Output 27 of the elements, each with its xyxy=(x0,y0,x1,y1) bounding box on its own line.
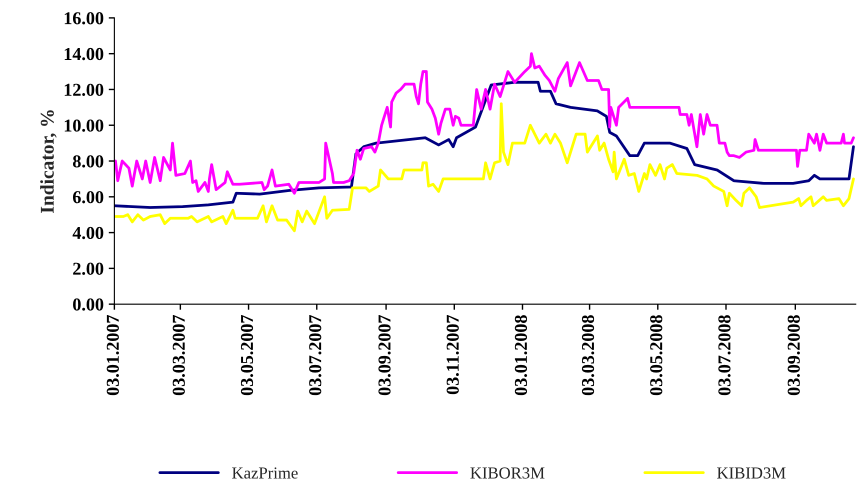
legend-label: KIBOR3M xyxy=(470,467,544,479)
y-tick-label: 8.00 xyxy=(72,155,104,168)
line-series xyxy=(114,80,855,209)
y-tick-label: 10.00 xyxy=(64,120,104,132)
y-tick-label: 0.00 xyxy=(73,298,104,311)
x-tick-label: 03.03.2007 xyxy=(172,315,185,396)
line-series xyxy=(114,52,855,195)
y-tick-label: 12.00 xyxy=(64,84,104,96)
x-tick-label: 03.07.2008 xyxy=(718,315,731,396)
x-tick-label: 03.09.2008 xyxy=(788,315,800,396)
x-tick-label: 03.03.2008 xyxy=(582,315,594,396)
x-tick-label: 03.05.2008 xyxy=(650,315,662,396)
y-tick-label: 6.00 xyxy=(72,191,104,204)
x-tick-label: 03.07.2007 xyxy=(309,315,322,396)
y-axis-title: Indicator, % xyxy=(40,110,57,213)
y-tick-label: 4.00 xyxy=(72,226,104,240)
x-tick-label: 03.09.2007 xyxy=(378,315,391,396)
y-tick-label: 2.00 xyxy=(73,262,104,275)
line-series xyxy=(114,102,855,232)
legend-label: KazPrime xyxy=(232,467,298,479)
x-tick-label: 03.01.2008 xyxy=(514,315,528,396)
legend-label: KIBID3M xyxy=(717,467,786,479)
y-tick-label: 16.00 xyxy=(64,12,104,24)
x-tick-label: 03.11.2007 xyxy=(446,315,459,394)
x-tick-label: 03.05.2007 xyxy=(240,315,254,396)
y-tick-label: 14.00 xyxy=(64,48,104,60)
x-tick-label: 03.01.2007 xyxy=(106,315,119,396)
